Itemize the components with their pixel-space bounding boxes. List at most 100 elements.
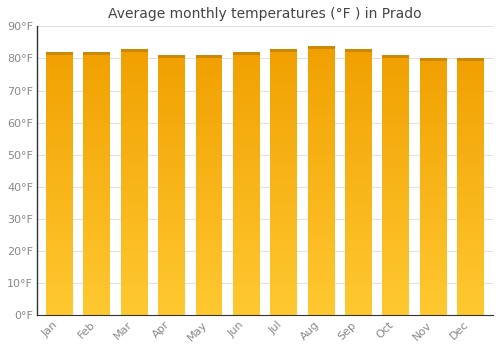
Bar xyxy=(457,225,484,227)
Bar xyxy=(308,63,334,64)
Bar xyxy=(308,295,334,296)
Bar xyxy=(158,155,185,157)
Bar xyxy=(158,58,185,59)
Bar xyxy=(382,128,409,130)
Bar xyxy=(196,89,222,90)
Bar xyxy=(46,223,73,225)
Bar xyxy=(196,97,222,98)
Bar xyxy=(420,168,446,169)
Bar xyxy=(345,238,372,239)
Bar xyxy=(420,169,446,170)
Bar xyxy=(84,135,110,136)
Bar xyxy=(196,273,222,274)
Bar xyxy=(270,77,297,78)
Bar xyxy=(270,286,297,287)
Bar xyxy=(345,172,372,173)
Bar xyxy=(121,297,148,298)
Bar xyxy=(457,58,484,62)
Bar xyxy=(308,304,334,306)
Bar xyxy=(46,126,73,127)
Bar xyxy=(270,244,297,245)
Bar xyxy=(233,82,260,84)
Bar xyxy=(196,256,222,257)
Bar xyxy=(382,121,409,123)
Bar xyxy=(196,114,222,115)
Bar xyxy=(121,272,148,273)
Bar xyxy=(46,60,73,61)
Bar xyxy=(457,245,484,246)
Bar xyxy=(457,83,484,84)
Bar xyxy=(233,130,260,131)
Bar xyxy=(308,135,334,136)
Bar xyxy=(420,213,446,214)
Bar xyxy=(382,231,409,232)
Bar xyxy=(158,163,185,164)
Bar xyxy=(308,189,334,190)
Bar xyxy=(233,165,260,167)
Bar xyxy=(420,303,446,304)
Bar xyxy=(270,213,297,214)
Bar xyxy=(196,105,222,106)
Bar xyxy=(46,75,73,76)
Bar xyxy=(420,61,446,62)
Bar xyxy=(308,222,334,224)
Bar xyxy=(457,218,484,219)
Bar xyxy=(270,211,297,213)
Bar xyxy=(308,264,334,266)
Bar xyxy=(382,136,409,137)
Bar xyxy=(46,258,73,259)
Bar xyxy=(382,141,409,142)
Bar xyxy=(46,108,73,110)
Bar xyxy=(345,153,372,154)
Bar xyxy=(158,130,185,131)
Bar xyxy=(308,147,334,148)
Bar xyxy=(233,272,260,273)
Bar xyxy=(84,236,110,238)
Bar xyxy=(457,114,484,115)
Bar xyxy=(308,121,334,122)
Bar xyxy=(158,111,185,112)
Bar xyxy=(158,291,185,292)
Bar xyxy=(382,214,409,215)
Bar xyxy=(46,158,73,159)
Bar xyxy=(121,91,148,93)
Bar xyxy=(196,308,222,309)
Bar xyxy=(308,270,334,271)
Bar xyxy=(121,294,148,295)
Bar xyxy=(308,75,334,77)
Bar xyxy=(121,163,148,165)
Bar xyxy=(46,115,73,117)
Bar xyxy=(158,201,185,202)
Bar xyxy=(270,238,297,239)
Bar xyxy=(233,167,260,168)
Bar xyxy=(46,271,73,272)
Bar xyxy=(84,296,110,297)
Bar xyxy=(457,168,484,169)
Bar xyxy=(420,200,446,201)
Bar xyxy=(46,172,73,173)
Bar xyxy=(196,197,222,198)
Bar xyxy=(121,250,148,251)
Bar xyxy=(345,78,372,79)
Bar xyxy=(345,253,372,254)
Bar xyxy=(457,273,484,274)
Bar xyxy=(420,193,446,195)
Bar xyxy=(382,205,409,206)
Bar xyxy=(46,164,73,165)
Bar xyxy=(196,312,222,313)
Bar xyxy=(420,292,446,294)
Bar xyxy=(196,222,222,223)
Bar xyxy=(382,262,409,264)
Bar xyxy=(158,146,185,148)
Bar xyxy=(46,114,73,115)
Bar xyxy=(46,292,73,293)
Bar xyxy=(121,191,148,193)
Bar xyxy=(84,232,110,234)
Bar xyxy=(84,118,110,119)
Bar xyxy=(382,123,409,124)
Bar xyxy=(270,195,297,197)
Bar xyxy=(46,248,73,250)
Bar xyxy=(158,304,185,305)
Bar xyxy=(196,155,222,157)
Bar xyxy=(308,313,334,314)
